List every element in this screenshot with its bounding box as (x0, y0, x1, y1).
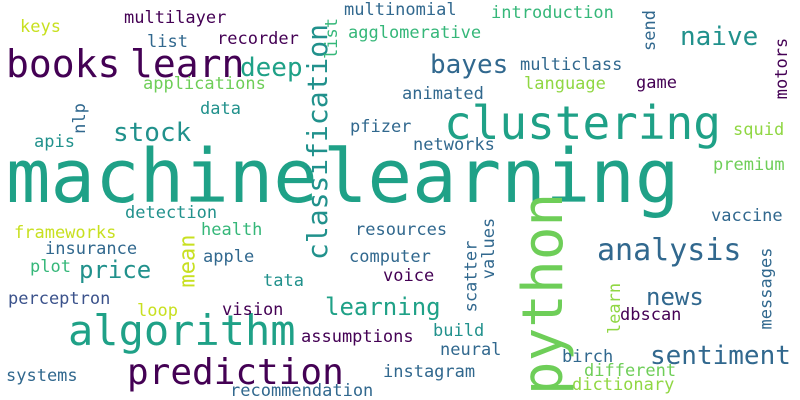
word-build: build (433, 321, 485, 341)
word-deep: deep (240, 53, 303, 83)
word-stock: stock (113, 118, 192, 148)
word-plot: plot (30, 257, 71, 277)
word-mean: mean (175, 234, 201, 288)
word-motors: motors (772, 37, 793, 100)
word-language: language (524, 74, 606, 94)
word-list: list (147, 32, 188, 52)
word-books: books (6, 42, 121, 86)
word-multilayer: multilayer (124, 8, 227, 28)
word-instagram: instagram (383, 362, 476, 382)
word-messages: messages (756, 247, 777, 330)
word-birch: birch (562, 347, 614, 367)
word-computer: computer (349, 247, 431, 267)
word-introduction: introduction (491, 3, 614, 23)
word-pfizer: pfizer (350, 117, 412, 137)
word-premium: premium (713, 155, 785, 175)
word-apis: apis (34, 132, 75, 152)
word-game: game (636, 73, 677, 93)
word-animated: animated (402, 84, 484, 104)
word-prediction: prediction (127, 352, 344, 393)
word-classification: classification (301, 23, 335, 261)
word-systems: systems (6, 366, 78, 386)
word-detection: detection (125, 203, 218, 223)
word-squid: squid (733, 120, 785, 140)
word-news: news (646, 283, 704, 311)
word-different: different (584, 361, 677, 381)
word-naive: naive (680, 22, 759, 52)
word-learn-large: learn (130, 42, 245, 86)
word-applications: applications (143, 74, 266, 94)
word-learning-medium: learning (325, 293, 441, 321)
word-dbscan: dbscan (620, 305, 682, 325)
word-sentiment: sentiment (650, 341, 791, 371)
word-machine: machine (6, 134, 318, 220)
word-frameworks: frameworks (14, 223, 117, 243)
word-health: health (201, 220, 263, 240)
word-vision: vision (222, 300, 284, 320)
word-voice: voice (383, 266, 435, 286)
word-multinomial: multinomial (344, 0, 457, 20)
word-scatter: scatter (461, 240, 482, 313)
word-multiclass: multiclass (520, 55, 623, 75)
word-bayes: bayes (430, 50, 509, 80)
word-values: values (479, 217, 500, 280)
word-send: send (639, 10, 660, 51)
word-learning-large: learning (323, 134, 680, 220)
word-recommendation: recommendation (230, 381, 374, 400)
word-assumptions: assumptions (301, 327, 414, 347)
word-vaccine: vaccine (711, 206, 783, 226)
word-algorithm: algorithm (68, 306, 296, 355)
word-perceptron: perceptron (8, 289, 111, 309)
word-resources: resources (355, 220, 448, 240)
word-clustering: clustering (444, 96, 721, 150)
word-nlp: nlp (69, 103, 90, 134)
word-price: price (79, 256, 152, 284)
word-tata: tata (263, 271, 304, 291)
word-dictionary: dictionary (572, 375, 675, 395)
word-list-vertical: list (321, 18, 342, 59)
word-agglomerative: agglomerative (348, 23, 482, 43)
word-keys: keys (20, 17, 61, 37)
word-loop: loop (137, 301, 178, 321)
word-analysis: analysis (597, 233, 742, 268)
word-recorder: recorder (217, 29, 299, 49)
word-neural: neural (440, 340, 502, 360)
word-networks: networks (413, 135, 495, 155)
word-insurance: insurance (45, 239, 138, 259)
word-apple: apple (203, 247, 255, 267)
word-data: data (200, 99, 241, 119)
